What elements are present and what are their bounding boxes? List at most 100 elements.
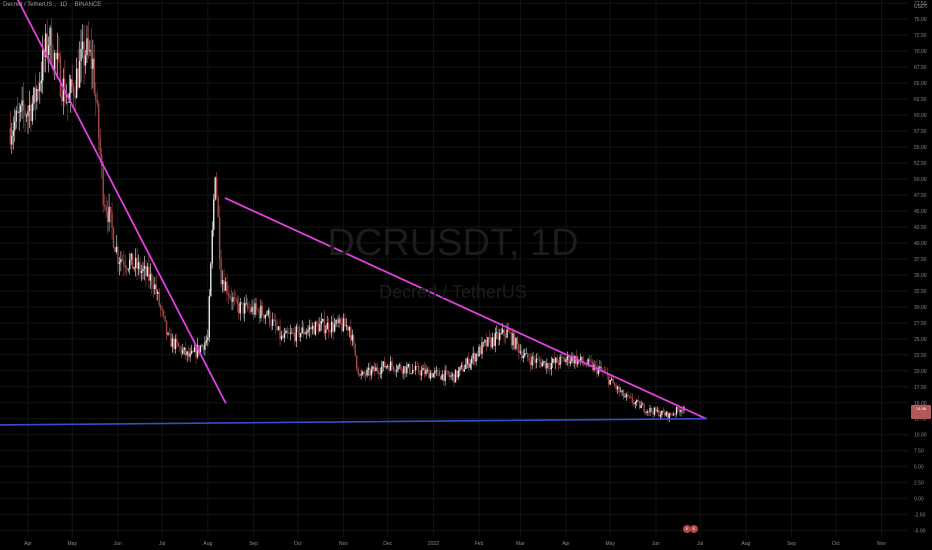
candle-body xyxy=(389,361,392,371)
candle-body xyxy=(655,407,657,412)
candle-body xyxy=(83,41,85,66)
candle-body xyxy=(565,359,567,362)
candle-body xyxy=(379,373,381,375)
candle-body xyxy=(304,333,306,335)
price-tick-label: -5.00 xyxy=(914,529,926,535)
earnings-event-icon[interactable]: E xyxy=(683,525,691,533)
candle-body xyxy=(473,353,476,362)
candle-body xyxy=(261,305,264,315)
candle-body xyxy=(190,351,193,354)
candle-body xyxy=(513,333,516,349)
candle-body xyxy=(251,306,253,312)
candle-body xyxy=(549,367,551,370)
candle-body xyxy=(544,361,547,369)
candle-body xyxy=(488,337,491,338)
earnings-event-icon[interactable]: E xyxy=(690,525,698,533)
trendline xyxy=(17,0,227,404)
candle-body xyxy=(140,271,143,273)
candle-body xyxy=(398,364,401,367)
candle-body xyxy=(414,365,417,371)
candle-body xyxy=(53,52,56,71)
candle-body xyxy=(372,366,374,370)
candle-body xyxy=(170,333,172,347)
candle-body xyxy=(435,370,438,371)
price-tick-label: 27.50 xyxy=(914,321,927,327)
candle-body xyxy=(30,105,32,122)
candle-body xyxy=(484,340,486,343)
candle-body xyxy=(510,332,513,346)
candle-body xyxy=(382,361,384,367)
candle-body xyxy=(587,359,589,366)
candle-body xyxy=(269,310,271,325)
candle-body xyxy=(157,291,159,294)
candle-body xyxy=(121,259,124,261)
candle-body xyxy=(257,309,259,311)
symbol-pair: Decred / TetherUS xyxy=(3,2,53,8)
candle-body xyxy=(407,363,410,367)
candle-body xyxy=(569,361,572,364)
candle-body xyxy=(36,88,38,102)
candle-body xyxy=(114,247,116,252)
candle-body xyxy=(358,374,361,376)
trendlines[interactable] xyxy=(0,0,707,426)
candle-body xyxy=(615,385,617,390)
candle-body xyxy=(367,367,370,370)
candle-body xyxy=(647,411,650,413)
candle-body xyxy=(322,318,324,321)
candle-body xyxy=(204,342,206,350)
candle-body xyxy=(512,333,514,346)
candle-body xyxy=(131,253,134,269)
candle-body xyxy=(230,297,233,302)
time-tick-label: Aug xyxy=(741,541,750,547)
time-tick-label: Oct xyxy=(832,541,840,547)
candle-body xyxy=(143,265,146,269)
time-axis[interactable]: Apr May Jun Jul Aug Sep Oct Nov Dec 2022 Feb Mar Apr… xyxy=(24,541,886,547)
candle-body xyxy=(537,358,539,360)
candle-body xyxy=(323,318,325,334)
candle-body xyxy=(335,319,337,325)
price-axis[interactable]: 77.50 75.00 72.50 70.00 67.50 65.00 62.50 60.00… xyxy=(914,1,927,534)
candle-body xyxy=(328,322,330,333)
candle-body xyxy=(392,366,395,371)
candle-body xyxy=(572,355,575,364)
time-tick-label: Nov xyxy=(339,541,348,547)
candle-body xyxy=(152,285,154,290)
time-tick-label: Aug xyxy=(203,541,212,547)
price-tick-label: 20.00 xyxy=(914,369,927,375)
candle-body xyxy=(297,326,299,328)
candle-body xyxy=(279,326,281,340)
candle-body xyxy=(534,359,536,363)
candle-body xyxy=(498,333,501,341)
candle-body xyxy=(431,373,433,378)
candle-body xyxy=(412,369,414,374)
candle-body xyxy=(621,390,623,392)
candle-body xyxy=(643,404,645,413)
candle-body xyxy=(360,374,362,376)
price-tick-label: 45.00 xyxy=(914,209,927,215)
candle-body xyxy=(470,358,473,364)
price-tick-label: 7.50 xyxy=(914,449,924,455)
candle-body xyxy=(535,358,538,363)
candle-body xyxy=(14,121,16,131)
candle-body xyxy=(528,358,530,361)
candle-body xyxy=(21,100,23,107)
candle-body xyxy=(557,363,560,365)
candle-body xyxy=(384,361,386,368)
candle-body xyxy=(93,58,96,94)
candle-body xyxy=(613,383,616,386)
candle-body xyxy=(634,402,637,405)
candle-body xyxy=(394,370,396,372)
candle-body xyxy=(146,266,149,277)
candle-body xyxy=(183,347,185,350)
candle-body xyxy=(326,322,328,330)
candle-body xyxy=(556,358,558,364)
candle-body xyxy=(208,296,211,338)
candle-body xyxy=(354,343,356,356)
candle-body xyxy=(301,327,303,334)
candle-body xyxy=(201,345,203,347)
candle-body xyxy=(28,105,31,112)
candle-body xyxy=(187,351,190,357)
candle-body xyxy=(189,353,191,357)
candle-body xyxy=(70,79,72,94)
